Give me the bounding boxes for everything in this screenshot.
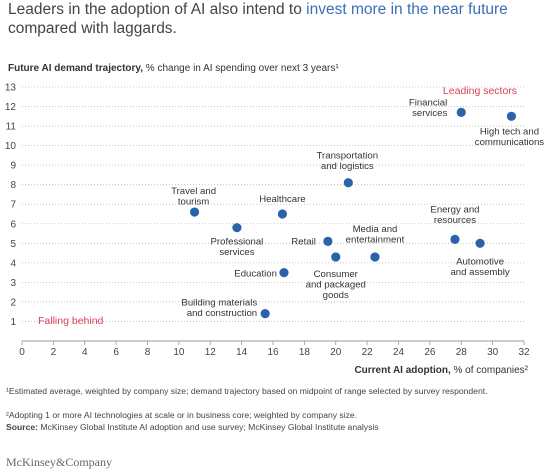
y-tick-label-1: 1 bbox=[10, 317, 16, 328]
data-label-3: Travel and tourism bbox=[171, 186, 216, 208]
y-tick-label-6: 6 bbox=[10, 219, 16, 230]
data-labels: Financial services High tech and communicat… bbox=[171, 97, 544, 319]
headline-part2: compared with laggards. bbox=[8, 20, 177, 37]
data-point-4 bbox=[277, 209, 288, 219]
data-point-3 bbox=[189, 207, 200, 217]
x-tick-label-2: 2 bbox=[51, 347, 57, 358]
y-tick-label-5: 5 bbox=[10, 239, 16, 250]
x-axis-title-rest: % of companies² bbox=[451, 365, 529, 376]
y-tick-label-13: 13 bbox=[5, 83, 17, 94]
source-note: Source: McKinsey Global Institute AI ado… bbox=[6, 422, 546, 433]
y-axis-title-bold: Future AI demand trajectory, bbox=[8, 63, 143, 74]
data-label-10: Automotive and assembly bbox=[450, 256, 509, 278]
data-label-4: Healthcare bbox=[259, 194, 305, 205]
x-tick-label-12: 12 bbox=[205, 347, 217, 358]
x-axis-title: Current AI adoption, % of companies² bbox=[354, 365, 528, 376]
x-tick-label-28: 28 bbox=[456, 347, 468, 358]
x-axis-title-bold: Current AI adoption, bbox=[354, 365, 451, 376]
x-tick-label-14: 14 bbox=[236, 347, 248, 358]
source-text: McKinsey Global Institute AI adoption an… bbox=[38, 422, 379, 432]
data-label-12: Building materials and construction bbox=[181, 298, 257, 320]
data-label-2: Transportation and logistics bbox=[317, 151, 379, 173]
data-point-0 bbox=[456, 107, 466, 117]
scatter-chart: Future AI demand trajectory, % change in… bbox=[5, 63, 544, 376]
x-tick-label-8: 8 bbox=[145, 347, 151, 358]
x-tick-label-0: 0 bbox=[19, 347, 25, 358]
source-label: Source: bbox=[6, 422, 38, 432]
y-tick-label-3: 3 bbox=[10, 278, 16, 289]
data-point-1 bbox=[506, 111, 517, 121]
chart-headline: Leaders in the adoption of AI also inten… bbox=[8, 0, 548, 38]
y-tick-label-4: 4 bbox=[10, 258, 16, 269]
x-tick-label-32: 32 bbox=[518, 347, 530, 358]
x-tick-label-26: 26 bbox=[424, 347, 436, 358]
headline-highlight: invest more in the near future bbox=[306, 1, 508, 18]
data-label-6: Retail bbox=[291, 236, 316, 247]
annotation-leading-sectors: Leading sectors bbox=[443, 85, 517, 97]
data-point-11 bbox=[279, 268, 289, 278]
footnote-2: ²Adopting 1 or more AI technologies at s… bbox=[6, 410, 358, 420]
y-axis-title: Future AI demand trajectory, % change in… bbox=[8, 63, 339, 74]
data-point-5 bbox=[232, 223, 242, 233]
y-axis-title-rest: % change in AI spending over next 3 year… bbox=[143, 63, 339, 74]
data-label-9: Energy and resources bbox=[430, 204, 479, 226]
y-tick-label-11: 11 bbox=[6, 122, 17, 133]
y-tick-label-10: 10 bbox=[5, 141, 17, 152]
company-logo: McKinsey&Company bbox=[6, 455, 112, 469]
data-label-1: High tech and communications bbox=[475, 126, 545, 148]
data-point-6 bbox=[323, 236, 333, 246]
data-label-0: Financial services bbox=[409, 97, 448, 119]
data-label-11: Education bbox=[234, 269, 277, 280]
x-tick-label-16: 16 bbox=[267, 347, 279, 358]
data-point-10 bbox=[475, 238, 485, 248]
y-tick-label-8: 8 bbox=[10, 180, 16, 191]
footnote-1: ¹Estimated average, weighted by company … bbox=[6, 386, 488, 396]
annotation-falling-behind: Falling behind bbox=[38, 315, 104, 327]
data-point-7 bbox=[370, 252, 380, 262]
x-tick-label-18: 18 bbox=[299, 347, 311, 358]
x-tick-label-4: 4 bbox=[82, 347, 88, 358]
data-point-8 bbox=[331, 252, 341, 262]
data-point-12 bbox=[260, 309, 270, 319]
headline-part1: Leaders in the adoption of AI also inten… bbox=[8, 1, 307, 18]
y-tick-label-7: 7 bbox=[10, 200, 16, 211]
data-points bbox=[189, 107, 517, 319]
data-label-7: Media and entertainment bbox=[346, 224, 405, 246]
y-tick-label-9: 9 bbox=[10, 161, 16, 172]
x-tick-label-6: 6 bbox=[113, 347, 119, 358]
data-label-8: Consumer and packaged goods bbox=[306, 269, 366, 301]
x-tick-label-22: 22 bbox=[362, 347, 374, 358]
data-point-9 bbox=[450, 234, 460, 244]
data-label-5: Professional services bbox=[211, 237, 264, 259]
data-point-2 bbox=[343, 178, 353, 188]
x-tick-label-24: 24 bbox=[393, 347, 405, 358]
y-tick-label-2: 2 bbox=[10, 297, 16, 308]
x-tick-label-30: 30 bbox=[487, 347, 499, 358]
y-tick-label-12: 12 bbox=[5, 102, 17, 113]
x-axis-ticks: 0 2 4 6 8 10 12 14 16 18 20 22 24 26 28 30 32 bbox=[19, 341, 530, 358]
x-tick-label-20: 20 bbox=[330, 347, 342, 358]
x-tick-label-10: 10 bbox=[173, 347, 185, 358]
